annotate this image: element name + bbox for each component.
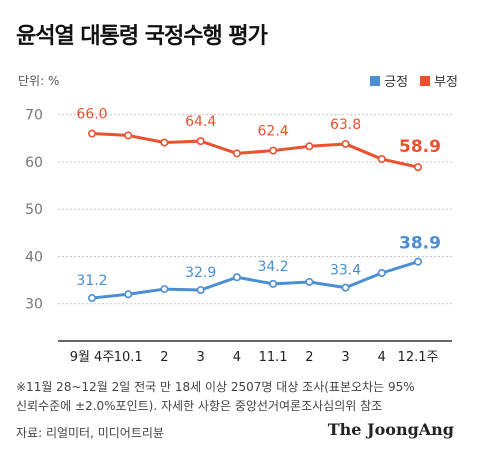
data-point	[88, 129, 97, 138]
x-tick-label: 4	[378, 350, 386, 365]
data-label: 62.4	[258, 124, 289, 140]
data-point	[269, 279, 278, 288]
legend-label-positive: 긍정	[384, 75, 409, 90]
data-point	[305, 277, 314, 286]
data-label: 64.4	[185, 114, 216, 130]
data-point	[88, 294, 97, 303]
data-label: 63.8	[330, 117, 361, 133]
y-tick-label: 30	[25, 297, 43, 313]
data-point	[341, 283, 350, 292]
legend: 긍정 부정	[370, 71, 458, 90]
series-line	[91, 260, 419, 300]
x-tick-label: 9월 4주	[70, 350, 115, 365]
data-label: 58.9	[399, 137, 441, 157]
data-label: 32.9	[185, 265, 216, 281]
data-label: 34.2	[258, 259, 289, 275]
source-credit: 자료: 리얼미터, 미디어트리뷴	[16, 426, 164, 440]
data-point	[124, 290, 133, 299]
footnote-line-1: ※11월 28~12월 2일 전국 만 18세 이상 2507명 대상 조사(표…	[16, 380, 415, 394]
line-chart: 30 40 50 60 70 9월 4주 10.1 2 3 4 11.1 2 3 4 12.1주 66.0 64…	[25, 107, 452, 365]
data-point	[160, 285, 169, 294]
data-label: 31.2	[76, 273, 107, 289]
legend-item-positive: 긍정	[370, 71, 408, 90]
x-tick-label: 11.1	[259, 350, 288, 365]
brand-logo: The JoongAng	[327, 420, 454, 439]
data-point	[124, 131, 133, 140]
chart-title: 윤석열 대통령 국정수행 평가	[16, 24, 268, 49]
data-point	[413, 163, 422, 172]
legend-swatch-positive	[370, 75, 381, 86]
x-tick-label: 3	[197, 350, 205, 365]
footnote-line-2: 신뢰수준에 ±2.0%포인트). 자세한 사항은 중앙선거여론조사심의위 참조	[16, 399, 383, 413]
data-label: 66.0	[76, 107, 107, 123]
data-point	[269, 146, 278, 155]
y-tick-label: 50	[25, 202, 43, 218]
data-point	[413, 257, 422, 266]
data-label: 33.4	[330, 263, 361, 279]
data-point	[160, 138, 169, 147]
series-line	[91, 132, 419, 169]
data-label: 38.9	[399, 234, 441, 254]
data-point	[196, 286, 205, 295]
x-tick-label: 4	[233, 350, 241, 365]
x-tick-label: 10.1	[114, 350, 143, 365]
data-point	[377, 268, 386, 277]
unit-label: 단위: %	[18, 74, 60, 88]
data-point	[341, 139, 350, 148]
footnote: ※11월 28~12월 2일 전국 만 18세 이상 2507명 대상 조사(표…	[16, 378, 466, 416]
legend-item-negative: 부정	[420, 71, 458, 90]
legend-label-negative: 부정	[434, 75, 458, 90]
data-point	[377, 155, 386, 164]
x-tick-label: 12.1주	[398, 350, 439, 365]
data-point	[232, 149, 241, 158]
data-point	[196, 137, 205, 146]
y-tick-label: 70	[25, 108, 43, 124]
data-point	[305, 142, 314, 151]
legend-swatch-negative	[420, 75, 431, 86]
data-point	[232, 273, 241, 282]
x-tick-label: 2	[305, 350, 313, 365]
y-tick-label: 60	[25, 155, 43, 171]
x-tick-label: 2	[160, 350, 168, 365]
x-tick-label: 3	[341, 350, 349, 365]
y-tick-label: 40	[25, 249, 43, 265]
